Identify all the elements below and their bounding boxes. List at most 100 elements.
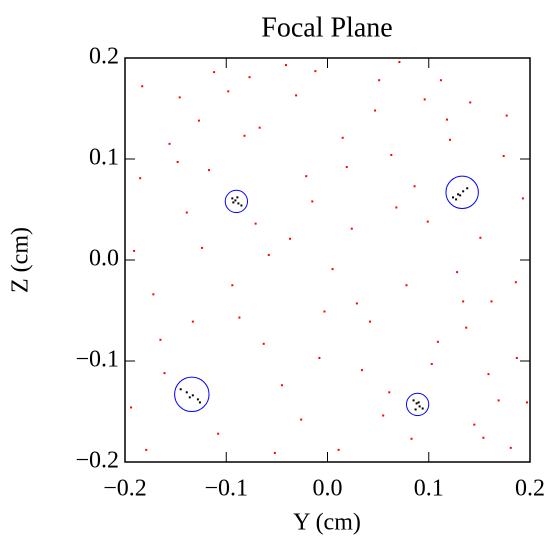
point xyxy=(457,193,460,196)
plot-frame xyxy=(124,57,531,463)
point xyxy=(413,185,416,188)
point xyxy=(139,177,142,180)
x-tick-label: 0.2 xyxy=(515,476,545,502)
point xyxy=(462,300,465,303)
point xyxy=(398,61,401,64)
x-tick-label: −0.2 xyxy=(103,476,147,502)
point xyxy=(455,198,458,201)
point xyxy=(459,194,462,197)
point xyxy=(369,320,372,323)
spot-circle xyxy=(405,392,430,417)
point xyxy=(388,391,391,394)
point xyxy=(390,153,393,156)
point xyxy=(360,369,363,372)
point xyxy=(159,338,162,341)
point xyxy=(176,161,179,164)
point xyxy=(395,206,398,209)
chart-title: Focal Plane xyxy=(261,12,392,43)
spot-circle xyxy=(445,175,479,210)
point xyxy=(238,316,241,319)
point xyxy=(188,396,191,399)
point xyxy=(232,201,235,204)
point xyxy=(254,222,257,225)
point xyxy=(300,418,303,421)
point xyxy=(355,302,358,305)
x-tick-label: 0.1 xyxy=(414,476,444,502)
point xyxy=(133,249,136,252)
point xyxy=(465,326,468,329)
point xyxy=(479,236,482,239)
point xyxy=(152,293,155,296)
point xyxy=(505,114,508,117)
point xyxy=(185,211,188,214)
point xyxy=(466,187,469,190)
point xyxy=(130,406,133,409)
point xyxy=(421,407,424,410)
point xyxy=(490,300,493,303)
point xyxy=(417,401,420,404)
point xyxy=(208,169,211,172)
y-tick-label: 0.1 xyxy=(89,145,119,171)
point xyxy=(382,414,385,417)
point xyxy=(318,356,321,359)
point xyxy=(163,372,166,375)
point xyxy=(141,85,144,88)
point xyxy=(305,175,308,178)
point xyxy=(236,196,239,199)
point xyxy=(514,281,517,284)
point xyxy=(191,394,194,397)
point xyxy=(412,399,415,402)
spot-circle xyxy=(224,189,249,214)
point xyxy=(430,363,433,366)
point xyxy=(217,432,220,435)
point xyxy=(521,197,524,200)
point xyxy=(314,70,317,73)
point xyxy=(240,204,243,207)
point xyxy=(452,196,455,199)
point xyxy=(473,423,476,426)
point xyxy=(462,190,465,193)
point xyxy=(196,398,199,401)
point xyxy=(280,384,283,387)
point xyxy=(415,402,418,405)
point xyxy=(502,154,505,157)
point xyxy=(231,197,234,200)
point xyxy=(331,268,334,271)
point xyxy=(482,436,485,439)
point xyxy=(198,401,201,404)
point xyxy=(423,98,426,101)
point xyxy=(200,246,203,249)
point xyxy=(191,320,194,323)
point xyxy=(525,401,528,404)
point xyxy=(179,388,182,391)
point xyxy=(410,437,413,440)
point xyxy=(273,451,276,454)
point xyxy=(231,284,234,287)
point xyxy=(258,126,261,129)
point xyxy=(469,101,472,104)
point xyxy=(289,237,292,240)
point xyxy=(237,202,240,205)
point xyxy=(284,64,287,67)
x-axis-label: Y (cm) xyxy=(293,510,361,536)
point xyxy=(168,142,171,145)
y-tick-label: −0.1 xyxy=(75,347,119,373)
point xyxy=(337,448,340,451)
point xyxy=(234,199,237,202)
point xyxy=(350,227,353,230)
point xyxy=(426,220,429,223)
point xyxy=(295,94,298,97)
point xyxy=(323,310,326,313)
point xyxy=(311,200,314,203)
y-tick-label: 0.0 xyxy=(89,246,119,272)
point xyxy=(509,446,512,449)
point xyxy=(436,340,439,343)
point xyxy=(267,253,270,256)
point xyxy=(515,356,518,359)
point xyxy=(374,109,377,112)
point xyxy=(378,79,381,82)
point xyxy=(456,271,459,274)
point xyxy=(197,119,200,122)
point xyxy=(243,134,246,137)
